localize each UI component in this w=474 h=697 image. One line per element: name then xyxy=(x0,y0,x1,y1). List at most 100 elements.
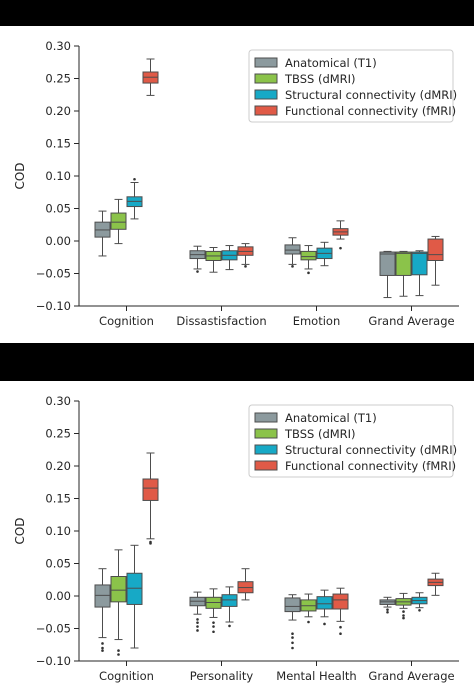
y-tick-label: −0.05 xyxy=(36,267,71,281)
box-body xyxy=(427,238,444,262)
box-body xyxy=(94,584,111,608)
outlier-point xyxy=(117,649,120,652)
legend: Anatomical (T1) TBSS (dMRI) Structural con… xyxy=(248,49,457,123)
box-body xyxy=(142,478,159,501)
legend: Anatomical (T1) TBSS (dMRI) Structural con… xyxy=(248,404,457,478)
box-0-1 xyxy=(189,591,206,632)
legend-swatch xyxy=(254,73,278,84)
box-0-0 xyxy=(94,210,111,257)
box-2-1 xyxy=(221,586,238,628)
outlier-point xyxy=(228,624,231,628)
outlier-point xyxy=(386,610,389,614)
box-0-3 xyxy=(379,596,396,614)
y-axis-label: COD xyxy=(13,162,27,189)
outlier-point xyxy=(133,177,136,181)
box-1-2 xyxy=(300,593,317,624)
outlier-point xyxy=(402,610,405,613)
box-body xyxy=(332,593,349,610)
legend-swatch xyxy=(254,428,278,439)
legend-label: Anatomical (T1) xyxy=(285,56,377,70)
box-2-0 xyxy=(126,177,143,220)
y-tick-label: −0.10 xyxy=(36,654,71,668)
box-body xyxy=(110,576,127,603)
box-0-3 xyxy=(379,250,396,299)
y-tick-label: 0.25 xyxy=(45,427,71,441)
outlier-point xyxy=(339,632,342,635)
box-body xyxy=(110,212,127,230)
box-body xyxy=(379,251,396,276)
outlier-point xyxy=(291,646,294,650)
top-black-band xyxy=(0,0,474,26)
chart-panel-1: −0.10 −0.05 0.00 0.05 0.10 0.15 0.20 0.25 0.30 CO… xyxy=(13,39,459,328)
outlier-point xyxy=(117,653,120,656)
y-tick-label: 0.15 xyxy=(45,492,71,506)
box-2-2 xyxy=(316,589,333,626)
box-1-2 xyxy=(300,245,317,275)
outlier-point xyxy=(291,265,294,268)
outlier-point xyxy=(323,622,326,626)
legend-frame xyxy=(248,404,454,478)
y-tick-label: 0.20 xyxy=(45,459,71,473)
y-tick-label: 0.20 xyxy=(45,104,71,118)
box-3-3 xyxy=(427,235,444,286)
outlier-point xyxy=(196,618,199,621)
y-tick-label: 0.05 xyxy=(45,202,71,216)
y-tick-label: 0.10 xyxy=(45,169,71,183)
x-tick-label: Grand Average xyxy=(368,314,454,328)
outlier-point xyxy=(339,246,342,250)
box-3-2 xyxy=(332,587,349,635)
y-tick-label: 0.00 xyxy=(45,234,71,248)
legend-swatch xyxy=(254,57,278,68)
box-1-3 xyxy=(395,250,412,297)
outlier-point xyxy=(196,629,199,632)
y-tick-label: 0.15 xyxy=(45,137,71,151)
box-3-2 xyxy=(332,220,349,250)
y-tick-label: 0.00 xyxy=(45,589,71,603)
x-tick-label: Cognition xyxy=(99,314,154,328)
x-tick-label: Dissastisfaction xyxy=(176,314,266,328)
x-tick-label: Mental Health xyxy=(276,669,356,683)
legend-swatch xyxy=(254,105,278,116)
y-tick-label: 0.25 xyxy=(45,72,71,86)
outlier-point xyxy=(196,625,199,628)
box-body xyxy=(316,596,333,610)
box-body xyxy=(221,594,238,607)
y-tick-label: −0.05 xyxy=(36,622,71,636)
box-body xyxy=(411,251,428,276)
box-2-2 xyxy=(316,241,333,267)
box-body xyxy=(126,572,143,605)
box-body xyxy=(284,244,301,255)
middle-black-band xyxy=(0,343,474,381)
outlier-point xyxy=(101,649,104,652)
outlier-point xyxy=(212,630,215,634)
box-body xyxy=(284,597,301,613)
chart-panel-2: −0.10 −0.05 0.00 0.05 0.10 0.15 0.20 0.25 0.30 CO… xyxy=(13,394,459,683)
legend-swatch xyxy=(254,460,278,471)
box-1-1 xyxy=(205,247,222,273)
x-tick-label: Emotion xyxy=(293,314,341,328)
y-axis-label: COD xyxy=(13,517,27,544)
outlier-point xyxy=(196,270,199,273)
legend-frame xyxy=(248,49,454,123)
box-1-3 xyxy=(395,592,412,620)
outlier-point xyxy=(307,620,310,624)
outlier-point xyxy=(101,646,104,650)
y-tick-label: −0.10 xyxy=(36,299,71,313)
box-body xyxy=(300,250,317,261)
box-1-1 xyxy=(205,588,222,634)
box-body xyxy=(395,251,412,276)
box-2-3 xyxy=(411,592,428,612)
outlier-point xyxy=(244,265,247,268)
outlier-point xyxy=(101,642,104,645)
box-0-2 xyxy=(284,237,301,268)
x-tick-label: Cognition xyxy=(99,669,154,683)
legend-label: Structural connectivity (dMRI) xyxy=(285,443,457,457)
legend-label: TBSS (dMRI) xyxy=(284,427,356,441)
outlier-point xyxy=(291,636,294,639)
outlier-point xyxy=(386,608,389,611)
legend-swatch xyxy=(254,412,278,423)
y-tick-label: 0.30 xyxy=(45,39,71,53)
outlier-point xyxy=(307,271,310,275)
